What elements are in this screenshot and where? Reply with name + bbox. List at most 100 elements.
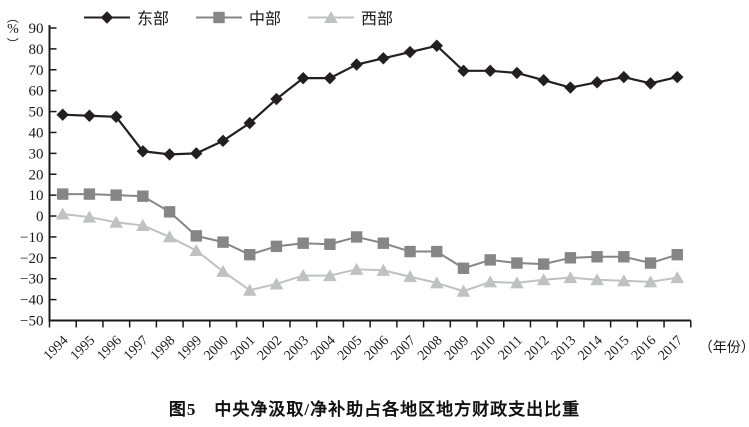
x-tick-label: 1999 — [175, 333, 205, 363]
series-east — [56, 39, 684, 161]
x-tick-label: 2014 — [576, 333, 606, 363]
x-ticks — [48, 320, 692, 328]
series-east-markers — [56, 39, 684, 161]
point-west-2014 — [590, 273, 604, 286]
series-west-line — [62, 212, 678, 293]
point-east-1995 — [83, 109, 96, 122]
x-tick-label: 2011 — [496, 333, 526, 363]
point-west-2009 — [456, 284, 471, 297]
point-central-2005 — [350, 231, 363, 243]
point-east-2009 — [457, 64, 470, 78]
point-west-1997 — [136, 218, 150, 231]
point-west-1998 — [162, 230, 177, 243]
y-tick-label: 10 — [29, 188, 44, 204]
point-west-2008 — [429, 276, 444, 289]
y-tick-label: −10 — [20, 230, 43, 246]
x-tick-label: 2005 — [335, 333, 365, 363]
point-central-2008 — [431, 245, 443, 258]
x-tick-label: 2012 — [522, 333, 552, 363]
line-chart: 90 80 70 60 50 40 30 20 10 0 −10 −20 −30 −40 −50 1994 19… — [5, 5, 749, 364]
point-central-2015 — [618, 251, 630, 263]
legend-marker-triangle-icon — [308, 10, 355, 23]
point-west-2017 — [670, 271, 685, 284]
point-east-2016 — [644, 77, 657, 90]
y-tick-labels: 90 80 70 60 50 40 30 20 10 0 −10 −20 −30 −40 −50 — [20, 21, 43, 330]
legend-label-central: 中部 — [249, 11, 282, 28]
x-tick-label: 2000 — [201, 333, 231, 363]
y-axis-unit-label: （ % ） — [5, 11, 20, 49]
y-tick-label: 80 — [29, 42, 44, 58]
point-west-2005 — [349, 262, 364, 275]
legend-item-central: 中部 — [196, 5, 281, 29]
legend-marker-west — [324, 10, 338, 23]
x-tick-label: 2015 — [602, 333, 632, 363]
y-tick-label: 70 — [29, 63, 44, 79]
x-tick-label: 1995 — [68, 333, 98, 363]
y-tick-label: 90 — [29, 21, 44, 37]
axes — [48, 25, 691, 322]
legend-marker-central — [213, 11, 225, 23]
point-central-2017 — [671, 248, 683, 261]
point-east-2017 — [671, 70, 684, 84]
point-central-1998 — [163, 206, 176, 218]
figure-caption: 图5 中央净汲取/净补助占各地区地方财政支出比重 — [168, 400, 581, 419]
legend-label-west: 西部 — [361, 11, 394, 28]
point-west-2012 — [536, 273, 551, 286]
point-east-2003 — [296, 71, 310, 85]
point-central-2006 — [377, 237, 390, 249]
point-west-1995 — [82, 210, 97, 223]
point-east-2007 — [403, 45, 417, 59]
legend-marker-square-icon — [196, 11, 243, 23]
point-west-2015 — [617, 274, 631, 287]
point-east-1996 — [109, 110, 123, 123]
chart-canvas: 9080706050403020100−10−20−30−40−50199419… — [20, 21, 749, 364]
x-tick-label: 2007 — [388, 333, 418, 363]
point-central-2004 — [324, 238, 336, 250]
point-central-1994 — [57, 188, 69, 200]
legend-label-east: 东部 — [137, 11, 170, 28]
point-west-2002 — [269, 277, 284, 290]
point-central-2009 — [457, 262, 470, 274]
point-central-2010 — [484, 254, 496, 266]
point-central-2001 — [244, 248, 256, 261]
point-west-2013 — [563, 271, 578, 284]
point-west-2004 — [323, 269, 337, 282]
point-east-2004 — [323, 71, 337, 85]
x-axis-unit-label: （年份） — [699, 340, 749, 356]
x-tick-label: 2017 — [656, 333, 686, 363]
point-east-1998 — [163, 148, 176, 161]
y-tick-label: 50 — [29, 105, 44, 121]
paren-open: （ — [5, 11, 20, 24]
y-tick-label: 20 — [29, 167, 44, 183]
legend: 东部 中部 西部 — [84, 5, 393, 29]
x-tick-label: 2016 — [629, 333, 659, 363]
point-central-2000 — [217, 236, 229, 248]
point-west-2010 — [483, 275, 498, 288]
x-tick-label: 1997 — [121, 333, 151, 363]
point-west-2000 — [216, 264, 230, 277]
point-east-1997 — [136, 145, 150, 158]
point-east-2008 — [430, 39, 443, 52]
y-tick-label: 40 — [29, 125, 44, 141]
x-tick-label: 2004 — [308, 333, 338, 363]
y-tick-label: −50 — [20, 314, 43, 330]
x-tick-label: 1996 — [95, 333, 125, 363]
legend-marker-diamond-icon — [84, 10, 130, 24]
point-central-1996 — [110, 189, 122, 201]
point-central-2007 — [404, 245, 416, 258]
point-central-2013 — [564, 252, 577, 264]
point-east-2015 — [617, 70, 631, 84]
series-west — [55, 207, 685, 297]
percent-symbol: % — [7, 22, 19, 37]
point-central-2016 — [644, 257, 657, 269]
series-central-markers — [57, 188, 683, 274]
x-tick-label: 2006 — [362, 333, 392, 363]
y-tick-label: 60 — [29, 84, 44, 100]
point-east-2006 — [377, 52, 390, 65]
y-tick-label: −30 — [20, 272, 43, 288]
y-tick-label: −20 — [20, 251, 43, 267]
x-tick-label: 1994 — [41, 333, 71, 363]
legend-item-west: 西部 — [308, 5, 393, 29]
series-east-line — [62, 44, 678, 156]
